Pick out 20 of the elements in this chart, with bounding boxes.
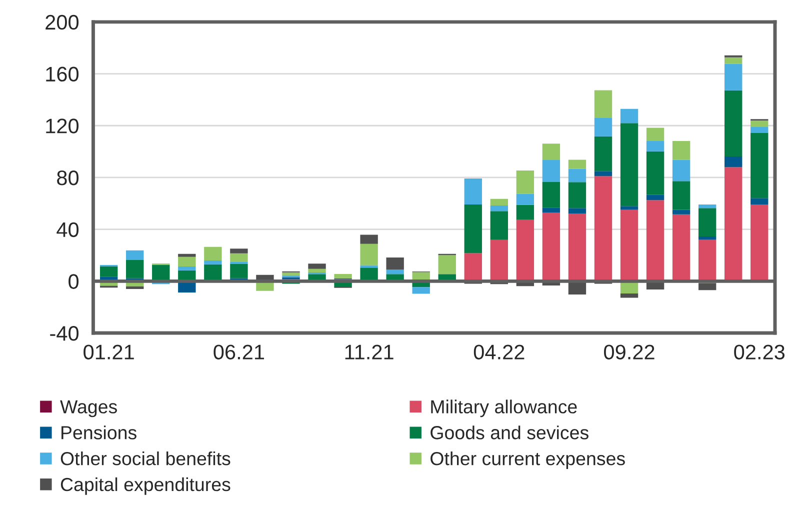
y-tick-label: 0 [68, 274, 79, 289]
legend-label: Capital expenditures [60, 477, 230, 495]
x-tick-label: 06.21 [214, 344, 264, 360]
y-tick-label: 120 [46, 118, 79, 134]
legend-label: Other current expenses [430, 451, 625, 469]
x-tick-label: 11.21 [345, 344, 394, 360]
legend-label: Goods and sevices [430, 426, 588, 440]
y-tick-label: -40 [50, 326, 79, 341]
y-tick-label: 200 [46, 14, 79, 30]
legend-label: Other social benefits [60, 451, 230, 466]
y-tick-label: 40 [56, 222, 79, 238]
legend-label: Wages [60, 400, 117, 418]
y-tick-label: 160 [46, 66, 79, 82]
y-tick-label: 80 [57, 170, 79, 186]
x-tick-label: 02.23 [734, 344, 785, 360]
x-tick-label: 09.22 [604, 344, 654, 360]
legend-label: Military allowance [431, 400, 577, 418]
x-tick-label: 04.22 [474, 344, 524, 360]
x-tick-label: 01.21 [84, 344, 134, 360]
legend-label: Pensions [62, 426, 136, 440]
